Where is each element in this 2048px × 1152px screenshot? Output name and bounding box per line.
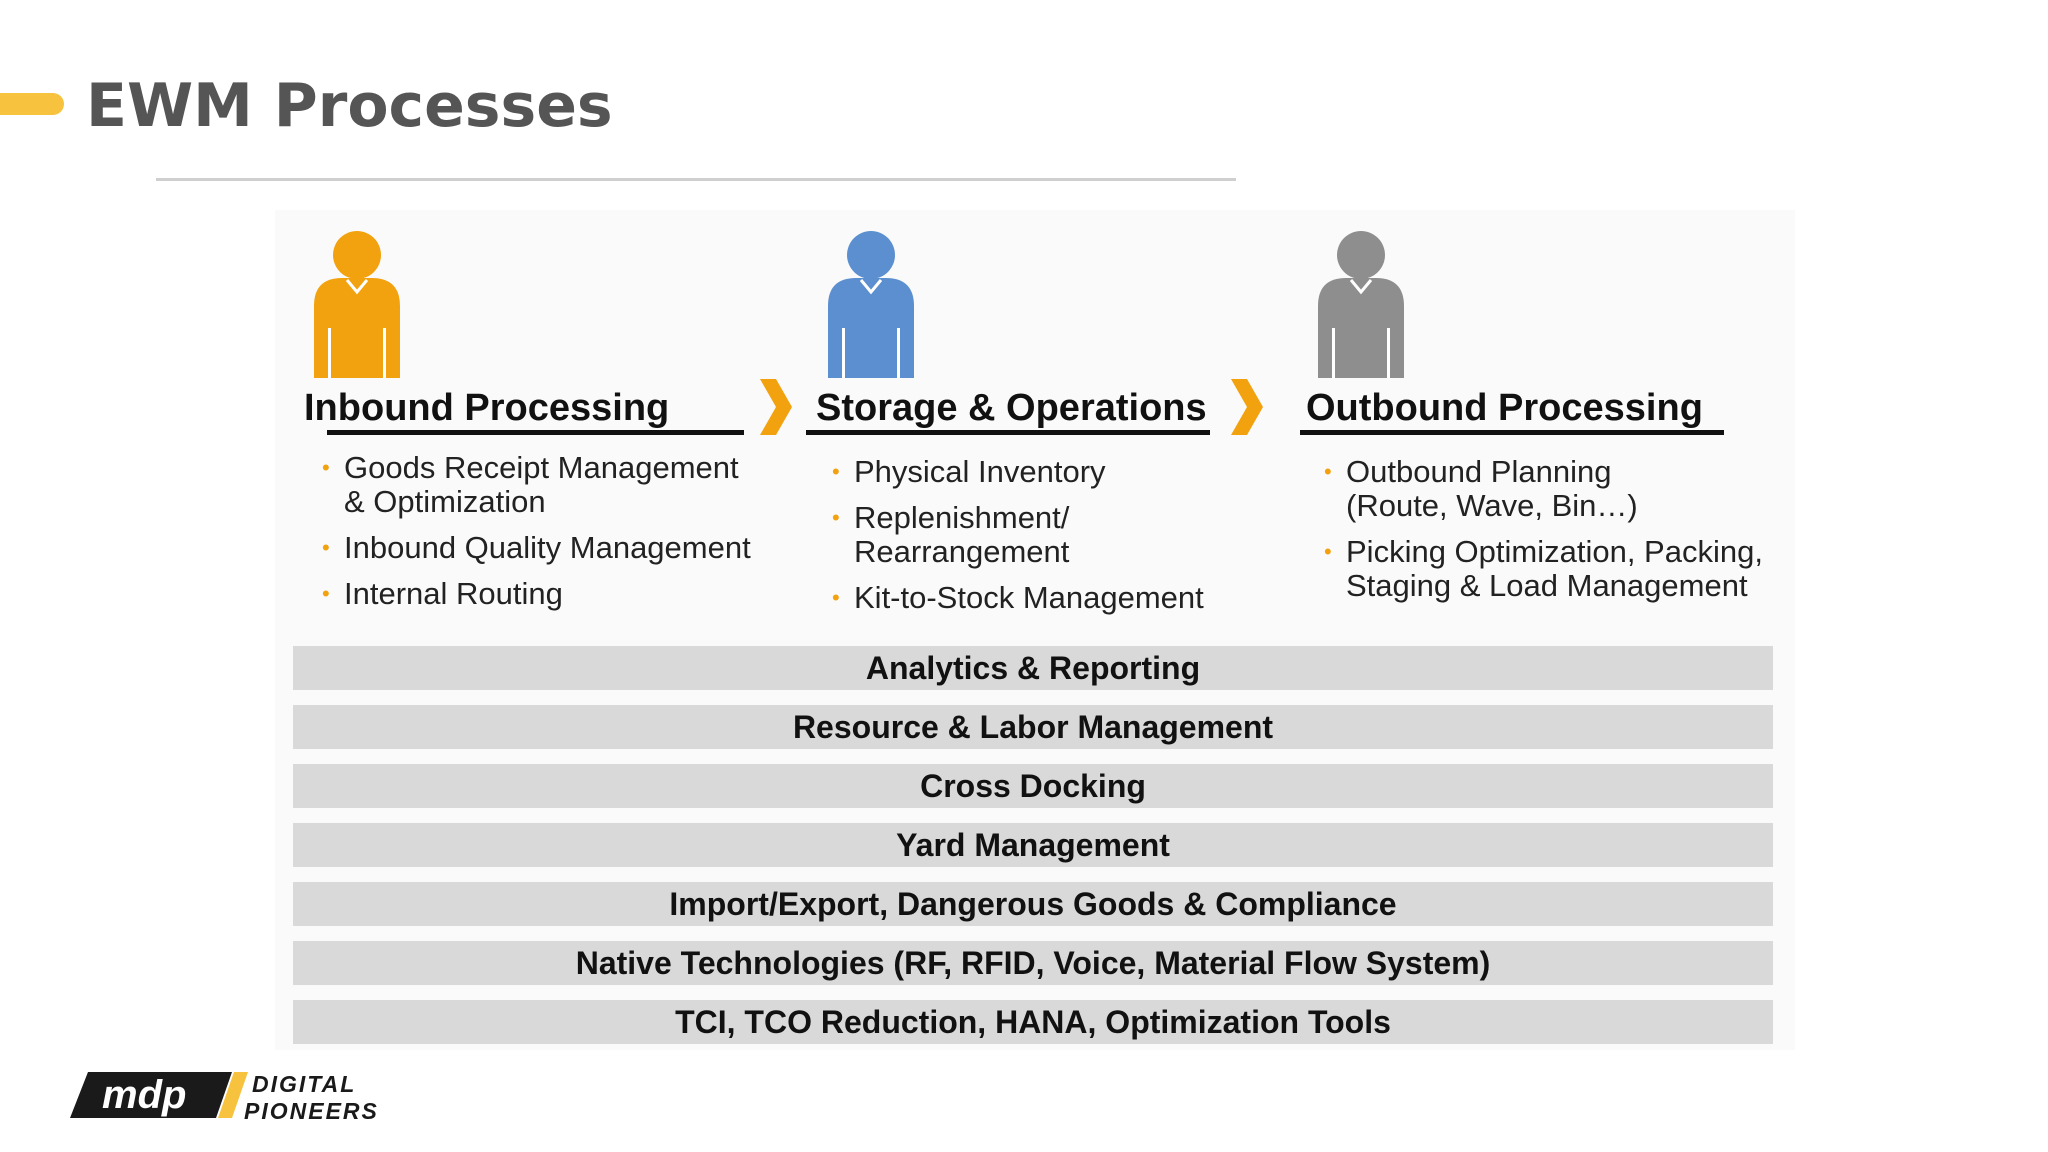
logo-line1: DIGITAL (252, 1071, 356, 1097)
band-resource-labor: Resource & Labor Management (293, 705, 1773, 749)
outbound-underline (1300, 430, 1724, 435)
storage-bullets: Physical Inventory Replenishment/ Rearra… (832, 455, 1204, 627)
band-native-technologies: Native Technologies (RF, RFID, Voice, Ma… (293, 941, 1773, 985)
company-logo: mdp DIGITAL PIONEERS (70, 1071, 379, 1124)
logo-mark: mdp (102, 1073, 186, 1117)
band-yard-management: Yard Management (293, 823, 1773, 867)
storage-title: Storage & Operations (816, 387, 1207, 429)
bullet-item: Kit-to-Stock Management (832, 581, 1204, 616)
bullet-item: Internal Routing (322, 577, 751, 612)
inbound-underline (327, 430, 744, 435)
bullet-item: Goods Receipt Management & Optimization (322, 451, 751, 519)
bullet-item: Physical Inventory (832, 455, 1204, 490)
bullet-item: Outbound Planning (Route, Wave, Bin…) (1324, 455, 1763, 523)
inbound-person-icon (314, 231, 400, 378)
outbound-person-icon (1318, 231, 1404, 378)
bullet-item: Replenishment/ Rearrangement (832, 501, 1204, 569)
band-analytics-reporting: Analytics & Reporting (293, 646, 1773, 690)
bullet-item: Inbound Quality Management (322, 531, 751, 566)
bullet-item: Picking Optimization, Packing, Staging &… (1324, 535, 1763, 603)
storage-person-icon (828, 231, 914, 378)
slide-title: EWM Processes (86, 71, 613, 141)
outbound-title: Outbound Processing (1306, 387, 1703, 429)
inbound-title: Inbound Processing (304, 387, 670, 429)
chevron-right-icon (760, 379, 792, 435)
storage-underline (806, 430, 1210, 435)
outbound-bullets: Outbound Planning (Route, Wave, Bin…) Pi… (1324, 455, 1763, 615)
title-accent-bar (0, 93, 64, 115)
title-divider (156, 178, 1236, 181)
band-import-export: Import/Export, Dangerous Goods & Complia… (293, 882, 1773, 926)
chevron-right-icon (1231, 379, 1263, 435)
band-tci-tco: TCI, TCO Reduction, HANA, Optimization T… (293, 1000, 1773, 1044)
band-cross-docking: Cross Docking (293, 764, 1773, 808)
inbound-bullets: Goods Receipt Management & Optimization … (322, 451, 751, 623)
logo-line2: PIONEERS (244, 1098, 379, 1124)
